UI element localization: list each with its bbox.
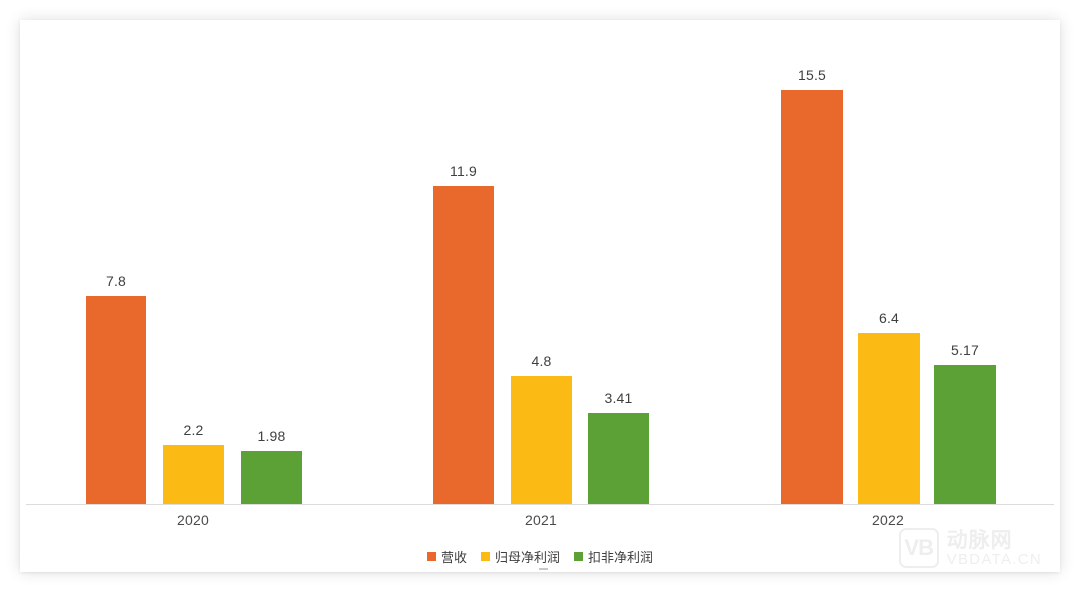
- legend-swatch-net-profit-icon: [480, 552, 490, 561]
- bar-2020-adjusted-profit[interactable]: 1.98: [241, 428, 302, 504]
- bar-fill: [858, 333, 920, 504]
- bar-fill: [588, 413, 649, 504]
- bar-2020-revenue[interactable]: 7.8: [86, 273, 146, 504]
- bar-fill: [241, 451, 302, 504]
- legend-item-revenue[interactable]: 营收: [426, 547, 467, 566]
- bar-value-label: 2.2: [183, 422, 204, 438]
- x-axis-label-2022: 2022: [872, 512, 904, 528]
- legend-label: 归母净利润: [494, 551, 560, 566]
- bar-fill: [511, 376, 572, 504]
- bar-value-label: 5.17: [950, 342, 980, 358]
- bar-fill: [86, 296, 146, 504]
- legend-label: 营收: [440, 551, 467, 566]
- bar-2021-net-profit[interactable]: 4.8: [511, 353, 572, 504]
- bar-2022-revenue[interactable]: 15.5: [781, 67, 843, 504]
- legend-swatch-adjusted-profit-icon: [574, 552, 583, 561]
- chart-plot-area: 7.8 2.2 1.98 11.9 4.8 3.41: [20, 20, 1060, 572]
- legend-item-net-profit[interactable]: 归母净利润: [480, 547, 560, 566]
- legend-label: 扣非净利润: [588, 551, 654, 566]
- x-axis-label-2020: 2020: [177, 512, 209, 528]
- bar-fill: [433, 186, 494, 504]
- bar-2022-net-profit[interactable]: 6.4: [858, 310, 920, 504]
- bar-value-label: 3.41: [604, 390, 633, 406]
- legend-swatch-revenue-icon: [426, 552, 436, 561]
- legend-underline-mark: [539, 568, 548, 570]
- bar-2022-adjusted-profit[interactable]: 5.17: [934, 342, 996, 504]
- bar-fill: [781, 90, 843, 504]
- chart-card: 7.8 2.2 1.98 11.9 4.8 3.41: [20, 20, 1060, 572]
- bar-value-label: 7.8: [105, 273, 127, 289]
- bar-value-label: 1.98: [257, 428, 286, 444]
- x-axis-line: [26, 504, 1054, 505]
- bar-value-label: 4.8: [531, 353, 552, 369]
- bar-2020-net-profit[interactable]: 2.2: [163, 422, 224, 504]
- bar-value-label: 11.9: [449, 163, 478, 179]
- x-axis-label-2021: 2021: [525, 512, 557, 528]
- bar-fill: [163, 445, 224, 504]
- legend-item-adjusted-profit[interactable]: 扣非净利润: [574, 547, 653, 566]
- bar-value-label: 6.4: [878, 310, 900, 326]
- bar-2021-adjusted-profit[interactable]: 3.41: [588, 390, 649, 504]
- bar-value-label: 15.5: [797, 67, 827, 83]
- bar-fill: [934, 365, 996, 504]
- bar-2021-revenue[interactable]: 11.9: [433, 163, 494, 504]
- chart-legend: 营收 归母净利润 扣非净利润: [20, 547, 1060, 566]
